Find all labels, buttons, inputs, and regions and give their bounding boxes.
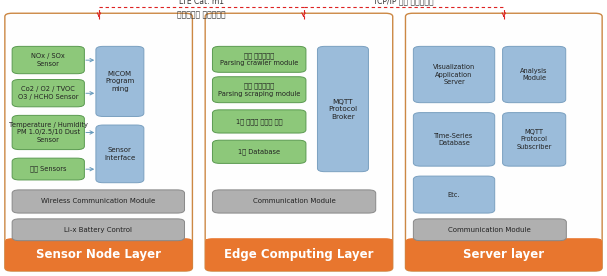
Text: Temperature / Humidity
PM 1.0/2.5/10 Dust
Sensor: Temperature / Humidity PM 1.0/2.5/10 Dus… [9, 122, 87, 143]
Text: 외부 환경데이터
Parsing crawler module: 외부 환경데이터 Parsing crawler module [220, 52, 299, 67]
FancyBboxPatch shape [212, 77, 306, 103]
Text: 사물인터넷 무선통신망: 사물인터넷 무선통신망 [177, 10, 226, 19]
Text: Communication Module: Communication Module [253, 198, 336, 205]
Text: Time-Series
Database: Time-Series Database [435, 133, 473, 146]
Text: Sensor Node Layer: Sensor Node Layer [36, 248, 161, 261]
FancyBboxPatch shape [212, 140, 306, 163]
FancyBboxPatch shape [413, 219, 566, 241]
Text: Etc.: Etc. [448, 192, 460, 198]
Text: Communication Module: Communication Module [449, 227, 531, 233]
FancyBboxPatch shape [503, 46, 566, 103]
FancyBboxPatch shape [96, 46, 144, 116]
FancyBboxPatch shape [413, 113, 495, 166]
Text: 기타 Sensors: 기타 Sensors [30, 166, 67, 172]
Text: Visualization
Application
Server: Visualization Application Server [433, 64, 475, 85]
FancyBboxPatch shape [405, 13, 602, 271]
FancyBboxPatch shape [405, 238, 602, 271]
Text: Edge Computing Layer: Edge Computing Layer [224, 248, 374, 261]
Bar [206, 239, 392, 270]
FancyBboxPatch shape [12, 115, 84, 150]
Text: Li-x Battery Control: Li-x Battery Control [64, 227, 132, 233]
Text: 1차 Database: 1차 Database [238, 148, 280, 155]
Text: 외부 환경데이터
Parsing scraping module: 외부 환경데이터 Parsing scraping module [218, 83, 300, 97]
FancyBboxPatch shape [12, 219, 185, 241]
FancyBboxPatch shape [413, 46, 495, 103]
Text: MICOM
Program
ming: MICOM Program ming [105, 71, 135, 92]
Bar [6, 239, 191, 270]
FancyBboxPatch shape [317, 46, 368, 172]
FancyBboxPatch shape [205, 238, 393, 271]
FancyBboxPatch shape [5, 13, 192, 271]
Text: NOx / SOx
Sensor: NOx / SOx Sensor [32, 53, 65, 67]
Bar [407, 239, 601, 270]
FancyBboxPatch shape [212, 110, 306, 133]
FancyBboxPatch shape [212, 46, 306, 72]
FancyBboxPatch shape [212, 190, 376, 213]
Text: Wireless Communication Module: Wireless Communication Module [41, 198, 155, 205]
Text: Sensor
Interface: Sensor Interface [104, 147, 135, 161]
Text: MQTT
Protocol
Subscriber: MQTT Protocol Subscriber [517, 129, 552, 150]
Text: Co2 / O2 / TVOC
O3 / HCHO Sensor: Co2 / O2 / TVOC O3 / HCHO Sensor [18, 86, 78, 100]
FancyBboxPatch shape [5, 238, 192, 271]
Text: Analysis
Module: Analysis Module [520, 68, 548, 81]
FancyBboxPatch shape [413, 176, 495, 213]
Text: MQTT
Protocol
Broker: MQTT Protocol Broker [328, 99, 358, 120]
FancyBboxPatch shape [12, 79, 84, 107]
FancyBboxPatch shape [12, 190, 185, 213]
Text: TCP/IP 기반 유선통신망: TCP/IP 기반 유선통신망 [373, 0, 434, 6]
Text: Server layer: Server layer [463, 248, 544, 261]
Text: 1차 데이터 전처리 모듈: 1차 데이터 전처리 모듈 [236, 118, 282, 125]
FancyBboxPatch shape [12, 158, 84, 180]
FancyBboxPatch shape [503, 113, 566, 166]
FancyBboxPatch shape [96, 125, 144, 183]
FancyBboxPatch shape [12, 46, 84, 74]
FancyBboxPatch shape [205, 13, 393, 271]
Text: LTE Cat. m1: LTE Cat. m1 [178, 0, 224, 6]
